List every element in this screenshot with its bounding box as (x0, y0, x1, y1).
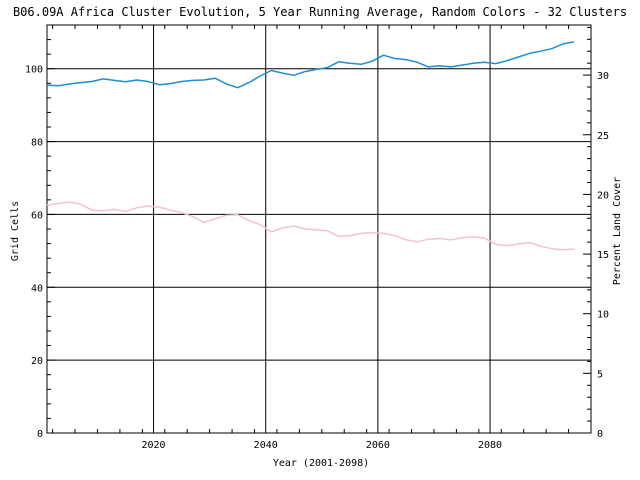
y2-tick-label: 25 (597, 131, 609, 142)
x-tick-label: 2040 (254, 440, 278, 451)
series-line-2 (46, 201, 575, 251)
y2-axis-label: Percent Land Cover (612, 177, 623, 285)
y-axis-label: Grid Cells (10, 201, 21, 261)
y-tick-label: 0 (37, 429, 43, 440)
x-axis-label: Year (2001-2098) (273, 458, 369, 469)
y2-tick-label: 20 (597, 190, 609, 201)
x-tick-label: 2020 (142, 440, 166, 451)
series (46, 41, 575, 251)
y-tick-label: 40 (31, 283, 43, 294)
y-tick-label: 60 (31, 210, 43, 221)
y-tick-label: 20 (31, 356, 43, 367)
series-line-1 (46, 41, 575, 89)
y2-tick-label: 15 (597, 250, 609, 261)
y2-tick-label: 30 (597, 71, 609, 82)
y2-tick-label: 10 (597, 310, 609, 321)
x-tick-label: 2080 (478, 440, 502, 451)
y-tick-label: 100 (25, 65, 43, 76)
chart-title: B06.09A Africa Cluster Evolution, 5 Year… (13, 5, 627, 19)
y2-tick-label: 0 (597, 429, 603, 440)
x-tick-label: 2060 (366, 440, 390, 451)
y-tick-label: 80 (31, 138, 43, 149)
y2-tick-label: 5 (597, 369, 603, 380)
